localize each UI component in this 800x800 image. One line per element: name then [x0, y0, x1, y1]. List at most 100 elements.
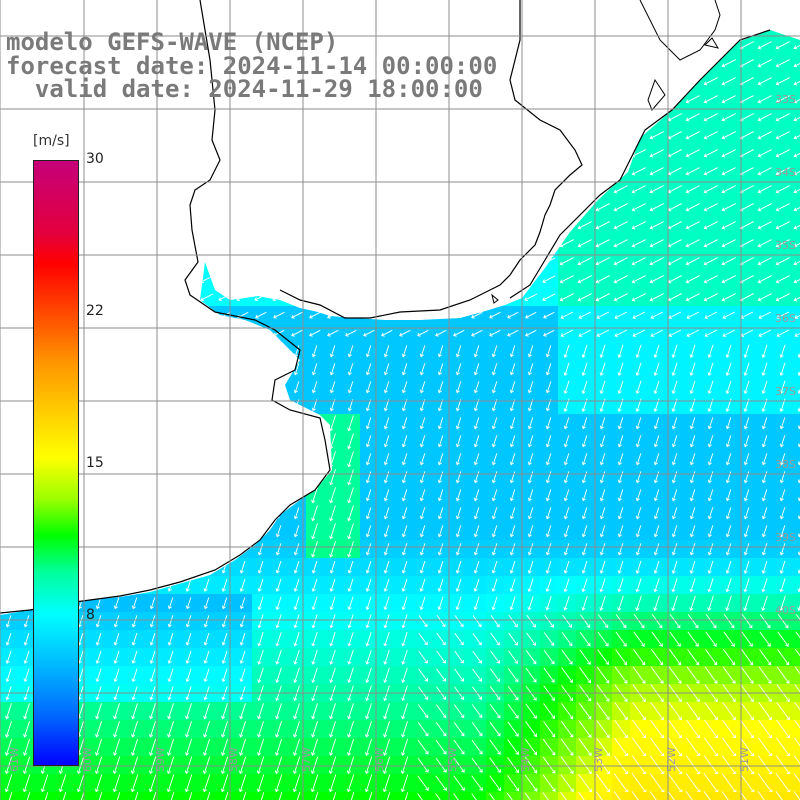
- wind-arrow: [510, 489, 516, 501]
- wind-arrow-head: [470, 207, 474, 212]
- wind-arrow: [542, 30, 556, 31]
- wind-arrow: [726, 380, 732, 394]
- wind-arrow: [330, 541, 336, 557]
- wind-cell: [198, 486, 216, 504]
- wind-arrow-head: [527, 425, 532, 430]
- wind-arrow: [488, 185, 502, 193]
- wind-arrow-head: [793, 81, 798, 86]
- wind-cell: [108, 342, 126, 360]
- wind-cell: [504, 216, 522, 234]
- wind-arrow: [380, 239, 394, 247]
- wind-arrow: [150, 381, 156, 393]
- wind-cell: [414, 216, 432, 234]
- wind-arrow: [596, 41, 610, 49]
- wind-arrow: [165, 6, 177, 12]
- wind-arrow: [240, 560, 246, 574]
- wind-arrow: [686, 329, 700, 337]
- wind-arrow: [632, 41, 646, 49]
- wind-arrow-head: [75, 9, 78, 12]
- wind-arrow: [470, 239, 484, 247]
- wind-arrow-head: [185, 371, 190, 376]
- wind-arrow: [384, 596, 390, 610]
- wind-arrow-head: [524, 81, 528, 86]
- wind-cell: [378, 216, 396, 234]
- wind-arrow: [654, 543, 660, 555]
- wind-arrow-head: [398, 135, 402, 140]
- wind-arrow-head: [92, 261, 96, 266]
- wind-arrow-head: [416, 153, 420, 158]
- wind-arrow-head: [293, 642, 298, 647]
- wind-arrow-head: [470, 225, 474, 230]
- wind-arrow: [222, 471, 228, 483]
- wind-arrow-head: [452, 135, 456, 140]
- wind-arrow-head: [685, 279, 690, 284]
- wind-arrow: [632, 185, 646, 193]
- wind-arrow: [578, 221, 592, 229]
- wind-arrow-head: [617, 515, 622, 520]
- wind-arrow-head: [218, 261, 222, 266]
- wind-arrow-head: [649, 117, 654, 122]
- wind-arrow-head: [146, 135, 150, 140]
- wind-arrow-head: [595, 63, 600, 68]
- wind-cell: [504, 234, 522, 252]
- wind-arrow: [114, 632, 120, 646]
- wind-arrow: [420, 435, 426, 447]
- wind-arrow-head: [757, 171, 762, 176]
- wind-arrow: [560, 239, 574, 247]
- wind-arrow: [456, 435, 462, 447]
- wind-arrow: [78, 363, 84, 375]
- wind-arrow-head: [703, 225, 708, 230]
- wind-arrow: [254, 275, 268, 283]
- wind-arrow: [704, 239, 718, 247]
- wind-cell: [360, 270, 378, 288]
- wind-cell: [234, 540, 252, 558]
- wind-cell: [306, 126, 324, 144]
- wind-arrow-head: [704, 333, 709, 337]
- wind-arrow-head: [167, 588, 172, 592]
- wind-cell: [216, 270, 234, 288]
- wind-arrow-head: [725, 533, 730, 538]
- wind-arrow: [722, 30, 736, 31]
- wind-arrow: [507, 6, 519, 12]
- wind-arrow: [708, 344, 714, 358]
- wind-arrow-head: [527, 407, 532, 412]
- wind-cell: [54, 108, 72, 126]
- wind-arrow-head: [757, 81, 762, 86]
- wind-arrow-head: [201, 332, 205, 337]
- wind-arrow-head: [568, 642, 573, 647]
- wind-arrow: [654, 578, 660, 592]
- wind-arrow-head: [92, 225, 96, 230]
- wind-arrow-head: [93, 9, 96, 12]
- wind-arrow: [186, 650, 192, 664]
- wind-arrow-head: [581, 425, 586, 430]
- wind-arrow-head: [707, 497, 712, 502]
- wind-cell: [216, 342, 234, 360]
- wind-arrow-head: [506, 189, 510, 194]
- wind-arrow-head: [293, 588, 298, 592]
- wind-arrow: [344, 257, 358, 265]
- wind-arrow-head: [380, 117, 384, 122]
- wind-arrow: [708, 578, 714, 592]
- wind-arrow: [399, 329, 411, 337]
- wind-cell: [126, 234, 144, 252]
- wind-arrow-head: [455, 551, 460, 556]
- wind-arrow-head: [416, 243, 420, 248]
- wind-arrow: [236, 149, 250, 157]
- wind-arrow: [632, 293, 646, 301]
- wind-arrow-head: [344, 261, 348, 266]
- wind-cell: [198, 144, 216, 162]
- wind-cell: [342, 288, 360, 306]
- wind-cell: [144, 414, 162, 432]
- wind-arrow: [614, 275, 628, 283]
- wind-arrow-head: [129, 9, 132, 12]
- wind-arrow: [794, 95, 800, 103]
- wind-arrow: [132, 471, 138, 483]
- wind-arrow-head: [419, 588, 424, 592]
- wind-arrow-head: [255, 332, 259, 337]
- wind-arrow-head: [401, 479, 406, 484]
- wind-cell: [630, 54, 648, 72]
- wind-arrow-head: [707, 479, 712, 484]
- wind-arrow: [222, 489, 228, 501]
- wind-arrow-head: [236, 261, 240, 266]
- wind-arrow-head: [185, 551, 190, 556]
